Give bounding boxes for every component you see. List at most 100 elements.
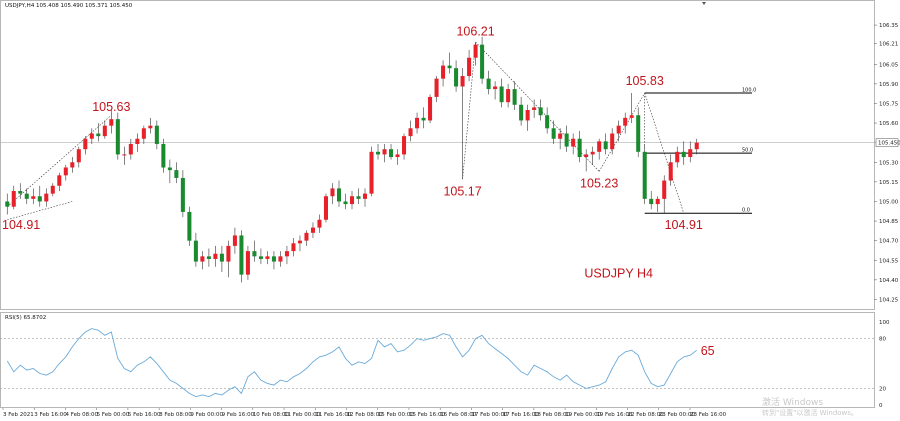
candle-body [57, 175, 62, 186]
time-tick-label: 17 Feb 00:00 [471, 412, 508, 418]
candle-body [428, 96, 433, 121]
candle-body [206, 256, 211, 259]
price-annotation: USDJPY H4 [584, 266, 653, 280]
price-annotation: 104.91 [2, 218, 40, 232]
rsi-last-value: 65 [701, 344, 715, 358]
time-tick-label: 15 Feb 16:00 [409, 412, 446, 418]
candle-body [545, 115, 550, 129]
candle-body [31, 196, 36, 199]
candle-body [226, 245, 231, 262]
candle-body [219, 253, 224, 262]
candle-body [154, 125, 159, 144]
current-price-tag [875, 138, 899, 147]
candle-body [167, 167, 172, 171]
candle-body [408, 128, 413, 137]
candle-body [317, 219, 322, 228]
candle-body [655, 198, 660, 205]
candles [5, 36, 699, 283]
candle-body [83, 138, 88, 150]
main-pane-frame [0, 0, 875, 310]
time-tick-label: 3 Feb 16:00 [34, 412, 67, 418]
candle-body [245, 251, 250, 275]
candle-body [519, 104, 524, 121]
candle-body [369, 151, 374, 194]
candle-body [616, 125, 621, 134]
candle-body [330, 188, 335, 197]
candle-body [44, 193, 49, 202]
candle-body [297, 240, 302, 244]
candle-body [362, 193, 368, 199]
activation-watermark-sub: 转到"设置"以激活 Windows。 [762, 408, 858, 417]
main-pane-label: USDJPY,H4 105.408 105.490 105.371 105.45… [5, 3, 133, 9]
time-tick-label: 15 Feb 00:00 [378, 412, 415, 418]
price-annotation: 105.23 [580, 176, 618, 190]
candle-body [675, 151, 680, 163]
candle-body [460, 76, 465, 87]
price-annotation: 105.63 [92, 100, 130, 114]
candle-body [480, 44, 485, 79]
activation-watermark: 激活 Windows [762, 396, 823, 408]
candle-body [18, 191, 23, 194]
candle-body [135, 138, 140, 144]
candle-body [336, 188, 342, 202]
candle-body [681, 151, 686, 158]
scroll-marker-icon[interactable] [702, 2, 706, 5]
candle-body [473, 44, 478, 58]
time-tick-label: 18 Feb 08:00 [534, 412, 571, 418]
candle-body [284, 251, 289, 257]
candle-body [376, 151, 381, 155]
time-tick-label: 11 Feb 00:00 [284, 412, 321, 418]
candle-body [232, 235, 237, 246]
candle-body [603, 141, 608, 150]
candle-body [506, 89, 511, 103]
fib-level-label: 0.0 [742, 208, 750, 214]
price-tick-label: 106.05 [879, 62, 899, 68]
price-tick-label: 104.70 [879, 239, 899, 245]
candle-body [148, 125, 153, 129]
time-tick-label: 17 Feb 16:00 [503, 412, 540, 418]
swing-line [7, 115, 112, 207]
candle-body [70, 162, 75, 168]
candle-body [577, 138, 582, 158]
rsi-tick-label: 20 [879, 386, 886, 392]
candle-body [623, 117, 628, 126]
price-annotation: 104.91 [665, 218, 703, 232]
candle-body [389, 149, 394, 158]
candle-body [512, 89, 517, 105]
candle-body [694, 142, 699, 150]
time-tick-label: 23 Feb 00:00 [659, 412, 696, 418]
candle-body [441, 65, 446, 79]
candle-body [96, 133, 101, 137]
candle-body [382, 149, 387, 155]
price-tick-label: 104.25 [879, 297, 899, 303]
candle-body [558, 133, 563, 139]
candle-body [538, 107, 543, 116]
candle-body [349, 196, 355, 205]
time-tick-label: 12 Feb 08:00 [347, 412, 384, 418]
candle-body [200, 256, 205, 262]
candle-body [187, 211, 192, 241]
price-tick-label: 104.55 [879, 258, 899, 264]
annotations: 104.91 105.63 106.21 105.17 105.23 105.83 104.… [2, 24, 703, 280]
candle-body [89, 133, 94, 139]
candle-body [271, 256, 276, 262]
candle-body [141, 128, 146, 139]
candle-body [180, 177, 185, 212]
price-tick-label: 105.60 [879, 121, 899, 127]
candle-body [499, 86, 504, 103]
time-tick-label: 5 Feb 00:00 [97, 412, 130, 418]
candle-body [37, 196, 42, 202]
price-tick-label: 104.40 [879, 278, 899, 284]
time-tick-label: 5 Feb 16:00 [128, 412, 161, 418]
candle-body [642, 151, 647, 199]
candle-body [193, 240, 198, 262]
candle-body [636, 115, 641, 152]
fib-levels: 100.0 50.0 0.0 [644, 88, 756, 214]
current-price-label: 105.450 [878, 141, 900, 147]
time-tick-label: 8 Feb 08:00 [159, 412, 192, 418]
price-tick-label: 105.75 [879, 101, 899, 107]
price-tick-label: 105.00 [879, 199, 899, 205]
time-tick-label: 11 Feb 16:00 [315, 412, 352, 418]
